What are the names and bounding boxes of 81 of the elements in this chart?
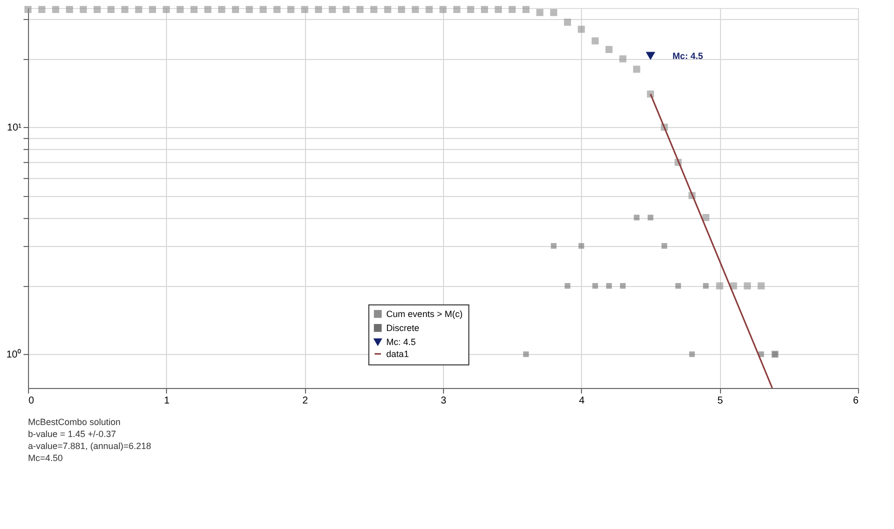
point xyxy=(273,6,281,14)
point xyxy=(606,283,612,289)
point xyxy=(578,243,584,249)
point xyxy=(522,6,530,14)
x-tick-label: 1 xyxy=(164,396,170,406)
point xyxy=(523,351,529,358)
point xyxy=(744,282,751,290)
text: a-value=7.881, (annual)=6.218 xyxy=(28,441,152,451)
point xyxy=(592,283,598,289)
point xyxy=(287,6,294,14)
point xyxy=(107,6,115,14)
point xyxy=(564,18,572,26)
point xyxy=(260,6,267,14)
point xyxy=(702,214,710,222)
point xyxy=(605,46,613,53)
point xyxy=(453,6,460,14)
x-tick-label: 3 xyxy=(440,396,447,406)
y-tick-label: 10⁰ xyxy=(6,348,22,361)
point xyxy=(703,283,709,289)
point xyxy=(356,6,364,14)
point xyxy=(564,283,570,289)
point xyxy=(508,6,516,14)
point xyxy=(246,6,253,14)
point xyxy=(648,214,654,220)
point xyxy=(675,283,681,289)
point xyxy=(232,6,240,14)
legend-label: Cum events > M(c) xyxy=(386,308,463,319)
point xyxy=(646,52,656,60)
point xyxy=(38,6,46,14)
point xyxy=(536,8,544,16)
point xyxy=(121,6,128,14)
point xyxy=(480,6,488,14)
point xyxy=(176,6,184,14)
point xyxy=(439,6,447,14)
point xyxy=(135,6,142,14)
legend-label: data1 xyxy=(386,348,409,359)
point xyxy=(66,6,74,14)
legend-label: Mc: 4.5 xyxy=(386,336,416,347)
legend-label: Discrete xyxy=(386,322,420,333)
y-tick-label: 10¹ xyxy=(7,122,22,134)
x-tick-label: 2 xyxy=(302,396,308,406)
point xyxy=(190,6,198,14)
text: b-value = 1.45 +/-0.37 xyxy=(28,429,116,439)
point xyxy=(148,6,156,14)
point xyxy=(634,214,640,220)
point xyxy=(716,282,724,290)
point xyxy=(633,66,640,73)
point xyxy=(384,6,392,14)
point xyxy=(328,6,336,14)
point xyxy=(689,351,695,358)
point xyxy=(578,26,585,33)
point xyxy=(662,243,668,249)
point xyxy=(758,282,765,290)
point xyxy=(550,8,558,16)
point xyxy=(592,37,599,44)
point xyxy=(620,283,626,289)
point xyxy=(218,6,226,14)
point xyxy=(80,6,87,14)
point xyxy=(52,6,60,14)
point xyxy=(314,6,322,14)
text: McBestCombo solution xyxy=(28,417,121,427)
point xyxy=(398,6,406,14)
point xyxy=(94,6,101,14)
point xyxy=(342,6,350,14)
point xyxy=(412,6,419,14)
x-tick-label: 0 xyxy=(28,396,34,406)
point xyxy=(550,243,556,249)
point xyxy=(204,6,212,14)
x-tick-label: 4 xyxy=(579,396,586,406)
point xyxy=(24,6,32,14)
text: Mc=4.50 xyxy=(28,453,63,463)
annotation: Mc: 4.5 xyxy=(672,50,704,61)
x-tick-label: 5 xyxy=(717,396,724,406)
point xyxy=(426,6,433,14)
point xyxy=(467,6,474,14)
point xyxy=(301,6,308,14)
point xyxy=(619,55,626,62)
x-tick-label: 6 xyxy=(852,396,859,406)
point xyxy=(162,6,170,14)
point xyxy=(494,6,502,14)
point xyxy=(370,6,378,14)
